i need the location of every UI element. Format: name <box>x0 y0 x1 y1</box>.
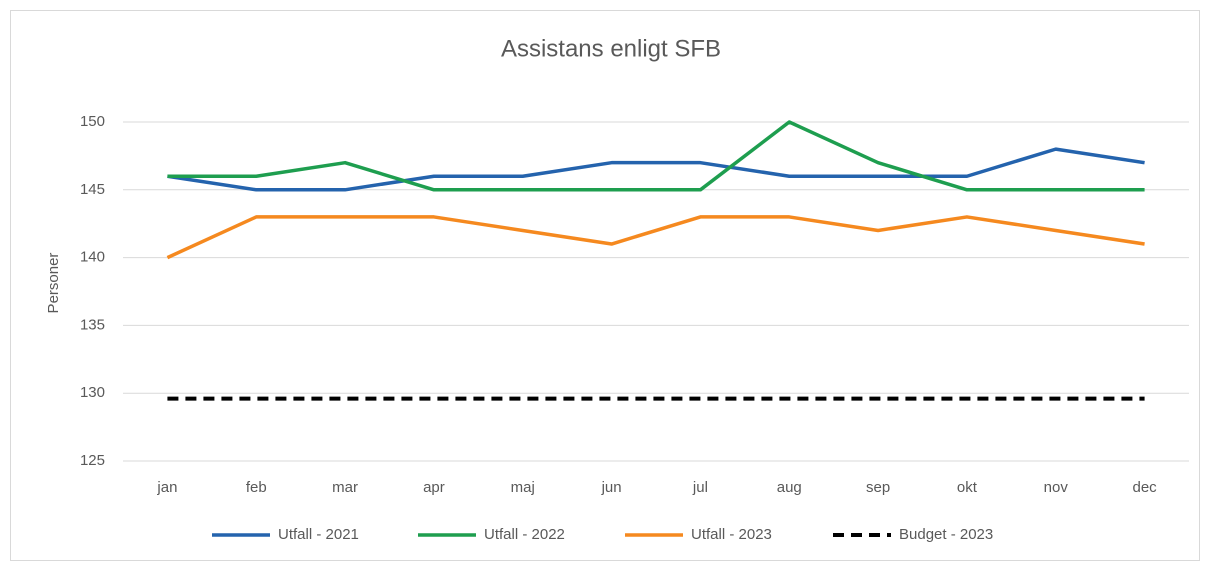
legend-label: Utfall - 2022 <box>484 526 565 543</box>
x-tick-label: feb <box>246 479 267 496</box>
x-tick-label: nov <box>1044 479 1069 496</box>
x-tick-label: jul <box>692 479 708 496</box>
x-tick-label: jan <box>156 479 177 496</box>
y-tick-label: 130 <box>80 384 105 401</box>
x-tick-label: dec <box>1132 479 1157 496</box>
x-tick-label: jun <box>601 479 622 496</box>
x-tick-label: okt <box>957 479 978 496</box>
legend-label: Utfall - 2021 <box>278 526 359 543</box>
series-line <box>167 147 1145 192</box>
chart-title: Assistans enligt SFB <box>501 35 721 62</box>
series-line <box>166 215 1145 260</box>
legend-label: Budget - 2023 <box>899 526 993 543</box>
y-tick-label: 145 <box>80 181 105 198</box>
x-tick-label: maj <box>511 479 535 496</box>
x-tick-label: sep <box>866 479 890 496</box>
y-tick-label: 140 <box>80 249 105 266</box>
x-tick-label: mar <box>332 479 358 496</box>
legend-label: Utfall - 2023 <box>691 526 772 543</box>
y-tick-label: 150 <box>80 113 105 130</box>
y-tick-label: 125 <box>80 452 105 469</box>
x-tick-label: apr <box>423 479 445 496</box>
y-tick-label: 135 <box>80 316 105 333</box>
series-line <box>167 120 1145 192</box>
x-tick-label: aug <box>777 479 802 496</box>
y-axis-label: Personer <box>45 253 62 314</box>
chart-frame <box>10 10 1200 561</box>
